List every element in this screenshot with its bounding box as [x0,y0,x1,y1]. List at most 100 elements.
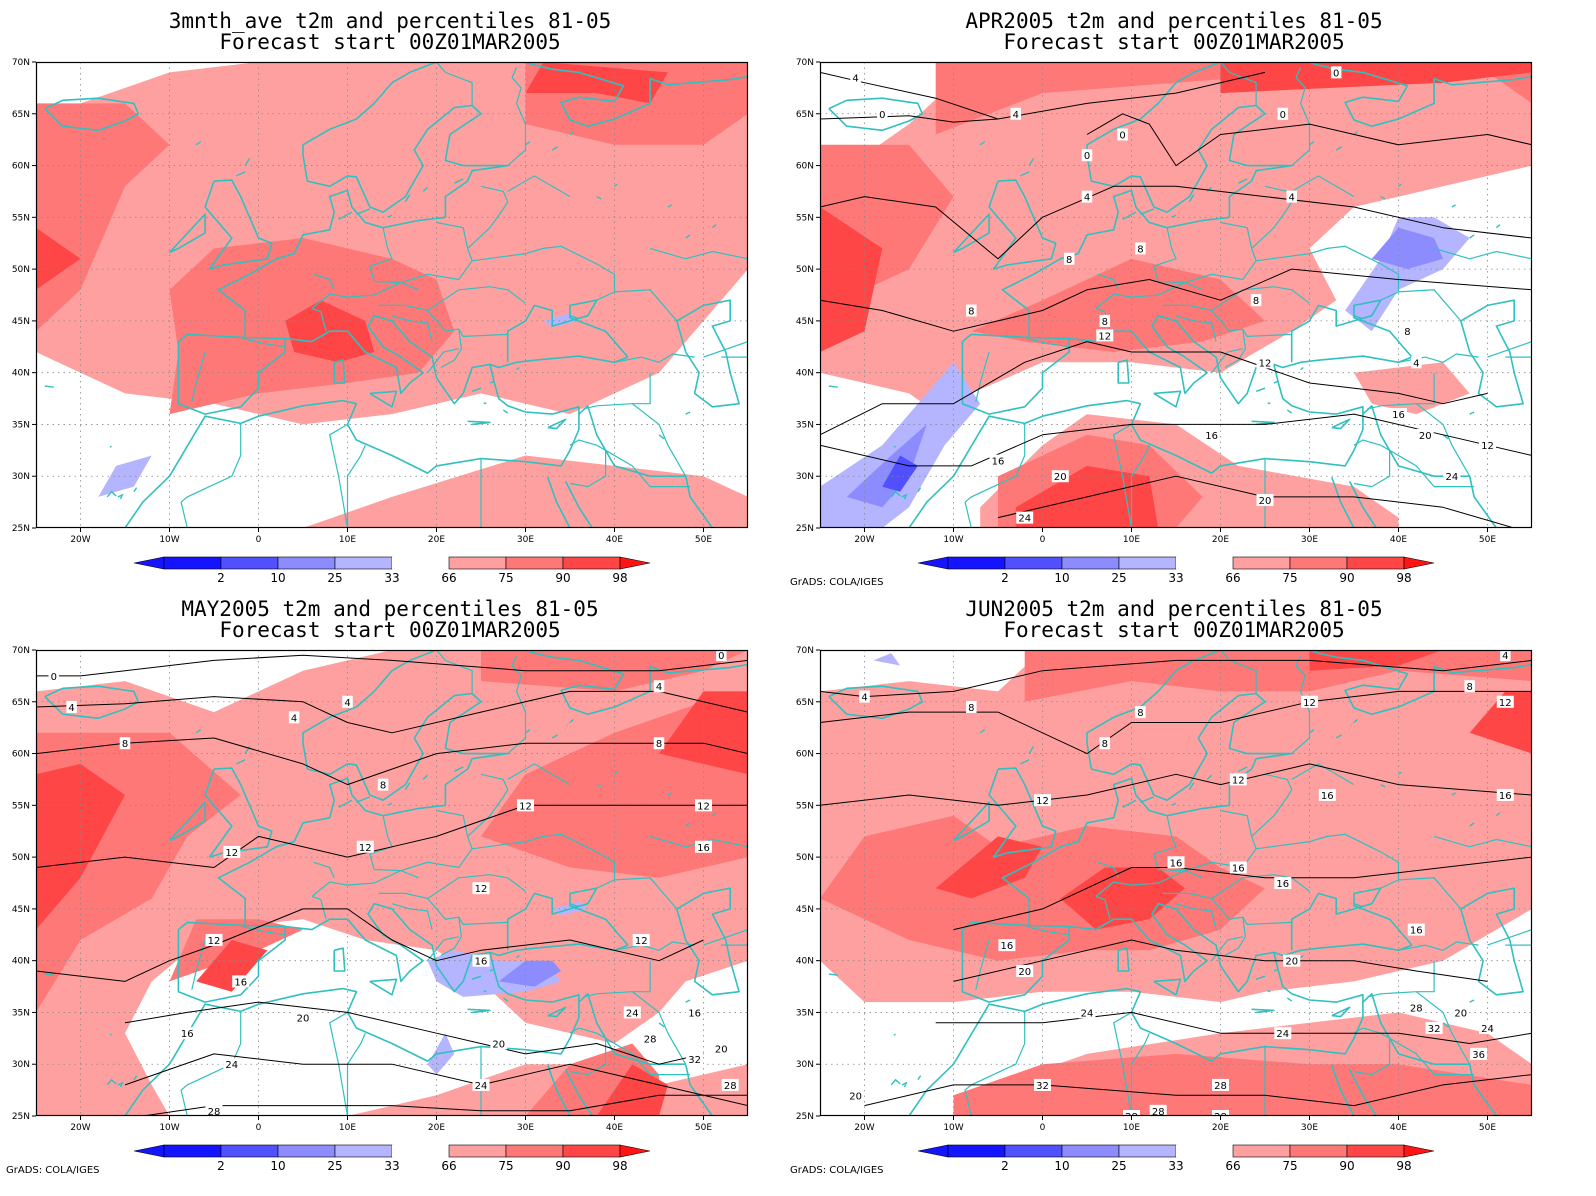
map-area: 70N 65N 60N 55N 50N 45N 40N 35N 30N 25N 20W 10W 0 10E… [12,58,749,545]
contour-label: 24 [475,1081,488,1092]
lat-tick-label: 40N [796,957,814,967]
map-area: 0 0 4 4 4 4 8 8 8 12 12 12 12 12 12 12 16 16 16 16 16 20 20 20 2… [12,646,749,1133]
country-border [1389,449,1475,488]
lat-tick-label: 50N [12,265,30,275]
contour-label-bg [1479,1021,1496,1034]
coastline [124,952,580,1116]
colorbar-label: 2 [1001,571,1009,585]
coastline [1362,404,1498,528]
island [106,1078,117,1086]
temperature-contour [820,341,1488,436]
island [1171,214,1177,218]
country-border [472,833,616,889]
colorbar-segment [277,1144,336,1158]
colorbar-segment [1346,1144,1405,1158]
contour-label-bg [847,1089,865,1102]
colorbar-arrow-left [918,1144,949,1158]
lon-tick-label: 20W [854,535,874,545]
coastline [1069,314,1413,405]
temperature-contour [935,1011,1532,1044]
contour-label-bg [1135,242,1146,255]
colorbar-segment [947,1144,1006,1158]
coastline [1331,1006,1351,1018]
colorbar-segment [562,556,621,570]
lon-tick-label: 40E [606,535,623,545]
contour-label: 16 [1205,431,1218,442]
country-border [569,1027,607,1076]
colorbar-label: 66 [1225,571,1240,585]
colorbar-label: 66 [441,571,456,585]
island [1286,997,1293,1002]
contour-label-bg [1274,1027,1292,1040]
lat-tick-label: 70N [796,646,814,656]
contour-label-bg [1149,1104,1167,1116]
island [711,224,717,229]
colorbar-segment [1232,1144,1291,1158]
island [1469,234,1475,239]
coastline [1069,902,1413,993]
coastline [578,992,714,1116]
country-border [369,221,473,284]
island [793,387,802,388]
coastline [467,1008,491,1014]
island [551,734,558,739]
temperature-contour [820,185,1532,260]
contour-label: 12 [1259,358,1272,369]
percentile-shading [1309,650,1443,671]
island [1206,186,1213,192]
contour-label: 12 [635,936,648,947]
contour-label-bg [232,975,250,988]
island [685,822,691,827]
contour-label: 4 [1413,358,1419,369]
contour-label: 8 [1066,255,1072,266]
island [44,973,54,976]
country-border [569,439,607,488]
coastline [1001,650,1293,926]
contour-label-bg [1229,861,1247,874]
contour-label: 16 [992,457,1005,468]
contour-label-bg [850,71,861,84]
coastline [467,420,491,426]
contour-label-bg [1283,954,1301,967]
contour-label: 8 [656,739,662,750]
country-border [378,874,526,900]
contour-label-bg [695,840,712,853]
lat-tick-label: 40N [12,369,30,379]
island [893,1033,896,1036]
country-border [472,245,616,301]
percentile-shading [1345,217,1470,332]
country-border [1291,175,1355,198]
coastline [204,767,273,858]
contour-label-bg [1167,856,1185,869]
island [1398,771,1402,775]
contour-label-bg [1407,1001,1425,1014]
country-border [614,941,695,951]
country-border [1095,869,1203,897]
contour-label: 12 [1036,796,1049,807]
coastline [168,801,206,842]
island [387,214,393,218]
contour-label-bg [1256,356,1274,369]
contour-label-bg [178,1027,196,1040]
country-border [1175,903,1217,930]
lat-tick-label: 25N [12,1112,30,1122]
contour-label-bg [653,680,665,693]
coastline [1348,1069,1377,1116]
colorbar-arrow-right [1403,556,1435,570]
contour-label: 24 [1081,1008,1094,1019]
coastline [1273,650,1532,715]
country-border [605,1037,691,1076]
colorbar-label: 10 [1054,571,1069,585]
island [1309,729,1315,734]
temperature-contour [820,690,1532,755]
colorbar-label: 98 [1396,571,1411,585]
contour-label-bg [356,840,374,853]
island [667,792,672,796]
country-border [1113,423,1133,528]
island [516,366,520,371]
colorbar-label: 75 [498,571,513,585]
country-border [507,66,527,167]
percentile-shading [971,258,1265,352]
country-border [1162,286,1310,312]
country-border [1433,835,1532,848]
